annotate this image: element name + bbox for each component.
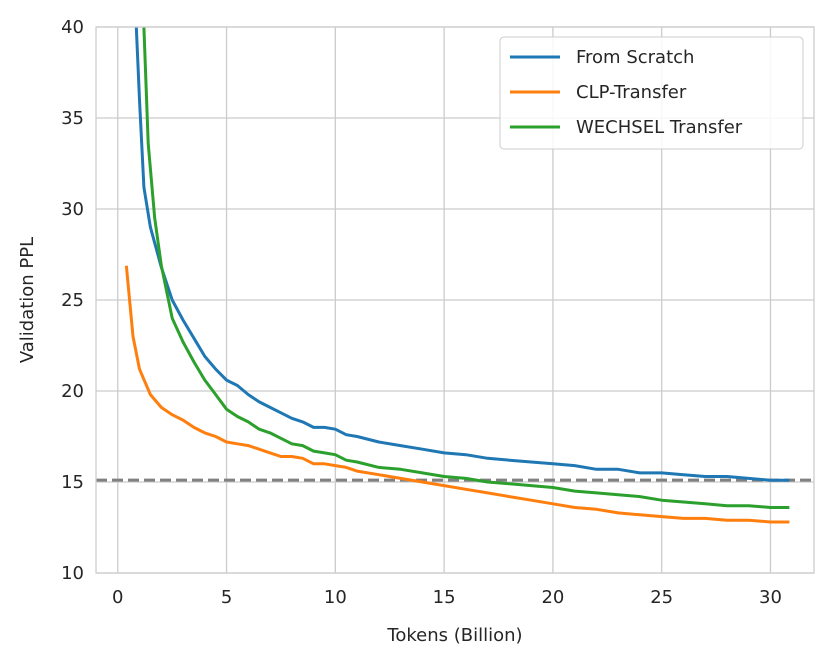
x-tick-label: 0 xyxy=(112,587,123,608)
y-tick-label: 20 xyxy=(61,381,84,402)
x-tick-label: 10 xyxy=(324,587,347,608)
y-tick-label: 10 xyxy=(61,563,84,584)
x-tick-label: 5 xyxy=(221,587,232,608)
x-tick-label: 20 xyxy=(541,587,564,608)
y-axis-label: Validation PPL xyxy=(17,237,38,363)
x-tick-label: 30 xyxy=(759,587,782,608)
y-tick-label: 30 xyxy=(61,199,84,220)
y-tick-label: 25 xyxy=(61,290,84,311)
series-line-clp-transfer xyxy=(124,265,790,524)
legend-box xyxy=(499,36,804,150)
x-tick-label: 25 xyxy=(650,587,673,608)
plot-border xyxy=(95,26,815,574)
plot-frame xyxy=(95,26,815,574)
x-axis-label: Tokens (Billion) xyxy=(386,625,522,646)
tick-labels: 0 5 10 15 20 25 30 10 15 20 25 30 35 40 xyxy=(61,17,782,608)
y-tick-label: 35 xyxy=(61,108,84,129)
y-tick-label: 40 xyxy=(61,17,84,38)
legend-label-clp-transfer: CLP-Transfer xyxy=(576,82,687,103)
x-tick-label: 15 xyxy=(433,587,456,608)
y-tick-label: 15 xyxy=(61,472,84,493)
legend-label-from-scratch: From Scratch xyxy=(576,47,694,68)
series-line-from-scratch xyxy=(134,27,790,482)
series-group xyxy=(124,27,790,524)
legend: From Scratch CLP-Transfer WECHSEL Transfer xyxy=(499,36,804,150)
legend-label-wechsel-transfer: WECHSEL Transfer xyxy=(576,117,743,138)
series-line-wechsel-transfer xyxy=(142,27,790,509)
